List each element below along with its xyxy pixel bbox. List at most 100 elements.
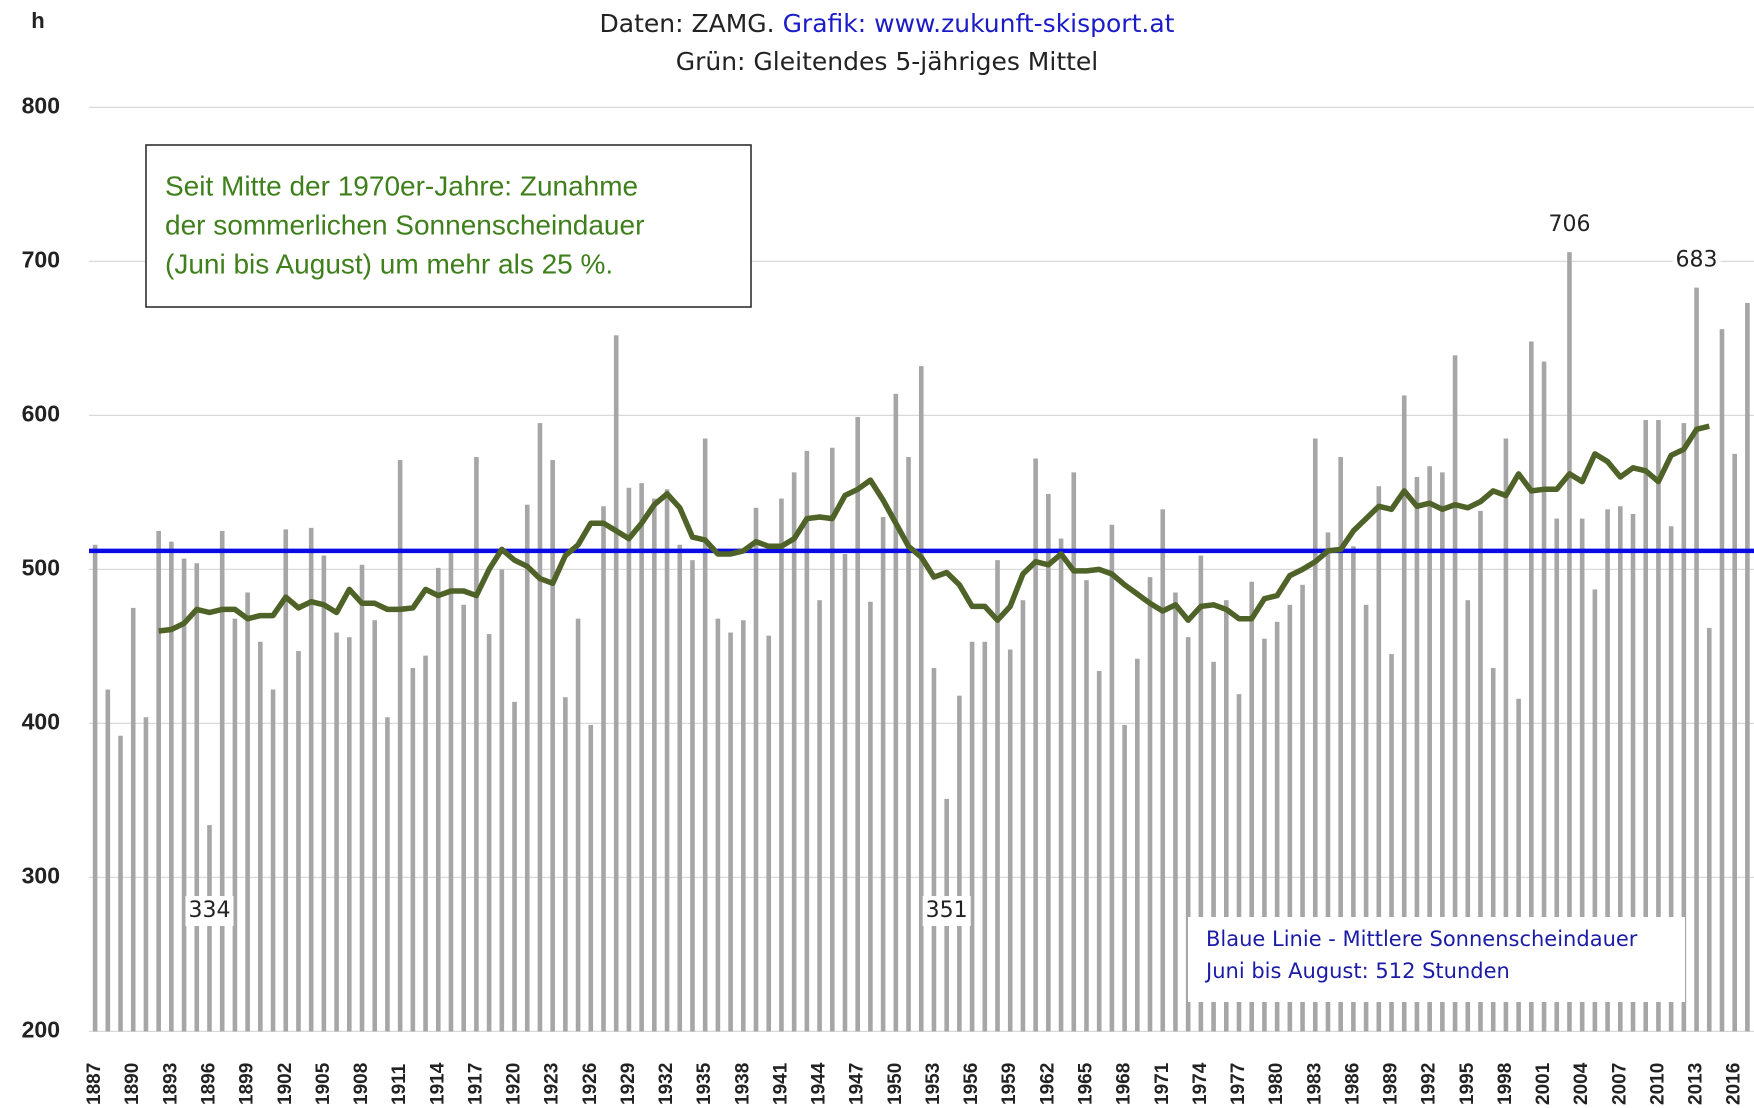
bar <box>1160 509 1166 1032</box>
data-label-bg <box>1672 245 1721 276</box>
mean-note-text: Blaue Linie - Mittlere Sonnenscheindauer <box>1206 927 1638 951</box>
bar <box>143 717 149 1032</box>
bar <box>397 460 403 1032</box>
y-tick-label: 600 <box>22 400 60 426</box>
bar <box>512 701 517 1032</box>
bar <box>588 724 594 1032</box>
x-tick-label: 1929 <box>618 1063 639 1105</box>
bar <box>486 634 492 1032</box>
bar <box>575 618 581 1032</box>
bar <box>995 560 1000 1032</box>
x-tick-label: 1971 <box>1152 1062 1173 1105</box>
bar <box>1185 637 1191 1032</box>
data-label-bg <box>185 896 234 926</box>
data-label-bg <box>1545 210 1594 241</box>
bar <box>855 416 860 1032</box>
x-tick-label: 2016 <box>1724 1063 1745 1105</box>
bar <box>1579 518 1585 1032</box>
bar <box>1389 654 1394 1032</box>
bar <box>448 550 454 1032</box>
bar <box>1351 546 1356 1032</box>
bar <box>1503 438 1509 1032</box>
bar <box>194 563 200 1032</box>
bars <box>92 252 1750 1032</box>
bar <box>1300 584 1305 1032</box>
x-tick-label: 1947 <box>847 1063 868 1105</box>
bar <box>410 667 416 1032</box>
x-tick-label: 1944 <box>809 1062 830 1105</box>
x-tick-label: 1932 <box>656 1063 677 1105</box>
bar <box>92 544 98 1032</box>
bar <box>1567 252 1572 1032</box>
x-tick-label: 1905 <box>313 1062 334 1105</box>
bar <box>804 450 810 1032</box>
bar <box>969 641 975 1032</box>
bar <box>1109 524 1115 1032</box>
y-tick-label: 700 <box>22 246 60 272</box>
y-tick-label: 500 <box>22 554 60 580</box>
bar <box>1058 538 1064 1032</box>
x-tick-label: 1962 <box>1037 1063 1058 1105</box>
moving-average-line <box>158 423 1710 634</box>
x-tick-label: 1902 <box>275 1063 296 1105</box>
bar <box>957 695 962 1032</box>
x-tick-label: 1920 <box>504 1063 525 1105</box>
bar <box>1325 532 1331 1032</box>
bar <box>626 487 632 1032</box>
bar <box>1071 472 1077 1032</box>
data-label: 683 <box>1676 248 1718 273</box>
bar <box>499 569 505 1032</box>
data-label: 706 <box>1548 212 1590 237</box>
credit: Grafik: www.zukunft-skisport.at <box>783 9 1175 38</box>
bar <box>1440 472 1445 1032</box>
bar <box>1363 604 1369 1032</box>
bar <box>219 530 225 1032</box>
bar <box>321 555 327 1032</box>
bar <box>1706 627 1712 1032</box>
bar <box>283 529 289 1032</box>
bar <box>118 735 123 1032</box>
bar <box>245 592 250 1032</box>
bar <box>664 489 670 1032</box>
bar <box>982 641 988 1032</box>
bar <box>1249 581 1255 1032</box>
x-tick-label: 1983 <box>1304 1063 1325 1105</box>
x-tick-label: 1890 <box>122 1063 143 1105</box>
bar <box>130 607 136 1032</box>
bar <box>1427 466 1432 1032</box>
bar <box>1122 724 1127 1032</box>
x-tick-label: 1995 <box>1457 1062 1478 1105</box>
bar <box>1096 671 1102 1032</box>
bar <box>1223 600 1229 1032</box>
bar <box>601 506 606 1032</box>
x-tick-label: 1992 <box>1419 1063 1440 1105</box>
bar <box>639 483 644 1032</box>
bar <box>1745 302 1750 1032</box>
bar <box>1033 458 1038 1032</box>
bar <box>1529 341 1534 1032</box>
x-tick-label: 1914 <box>427 1062 448 1105</box>
bar <box>1668 526 1674 1032</box>
data-label-bg <box>922 896 971 926</box>
bar <box>753 507 759 1032</box>
overlay: 334 351 706 683 Seit Mitte der 1970er-Jahre:… <box>145 144 1721 1002</box>
y-tick-label: 400 <box>22 708 60 734</box>
bar <box>563 697 568 1032</box>
x-tick-label: 1974 <box>1190 1062 1211 1105</box>
bar <box>1198 555 1204 1032</box>
bar <box>105 689 111 1032</box>
y-tick-label: 200 <box>22 1016 60 1042</box>
x-tick-label: 1899 <box>237 1063 258 1105</box>
y-unit: h <box>31 8 44 33</box>
annotation-box <box>145 144 752 308</box>
mean-note-box <box>1188 917 1685 1002</box>
subtitle: Grün: Gleitendes 5-jähriges Mittel <box>676 47 1099 76</box>
y-tick-label: 300 <box>22 862 60 888</box>
bar <box>1732 453 1737 1032</box>
bar <box>537 423 543 1032</box>
bar <box>423 655 428 1032</box>
bar <box>779 498 784 1032</box>
bar <box>1541 361 1547 1032</box>
bar <box>1211 661 1216 1032</box>
x-tick-label: 1977 <box>1228 1063 1249 1105</box>
